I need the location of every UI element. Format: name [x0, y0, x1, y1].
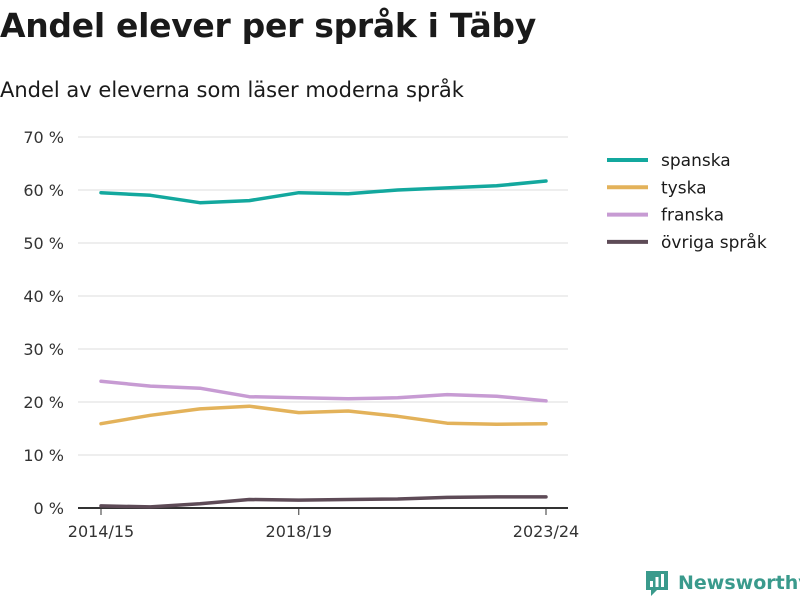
y-axis-ticks: 0 % 10 % 20 % 30 % 40 % 50 % 60 % 70 %: [23, 128, 64, 518]
series-line-spanska: [99, 179, 548, 205]
legend-label-tyska: tyska: [661, 178, 707, 198]
y-tick-label: 0 %: [34, 499, 64, 518]
legend-label-franska: franska: [661, 206, 724, 226]
y-tick-label: 70 %: [23, 128, 64, 147]
y-tick-label: 40 %: [23, 287, 64, 306]
chart-title: Andel elever per språk i Täby: [0, 6, 536, 45]
x-tick-label: 2018/19: [266, 522, 332, 541]
series-line-tyska: [99, 404, 548, 427]
series-lines: [99, 179, 548, 509]
brand-name: Newsworthy: [678, 572, 800, 594]
x-tick-label: 2014/15: [68, 522, 134, 541]
y-tick-label: 60 %: [23, 181, 64, 200]
y-tick-label: 10 %: [23, 446, 64, 465]
legend-label-spanska: spanska: [661, 151, 731, 171]
x-axis: 2014/15 2018/19 2023/24: [68, 507, 579, 541]
y-tick-label: 20 %: [23, 393, 64, 412]
newsworthy-brand: Newsworthy: [644, 569, 800, 597]
y-tick-label: 50 %: [23, 234, 64, 253]
grid-lines: [78, 136, 568, 456]
legend: spanska tyska franska övriga språk: [607, 151, 767, 253]
newsworthy-logo-icon: [646, 571, 668, 596]
x-tick-label: 2023/24: [513, 522, 579, 541]
series-line-franska: [99, 379, 548, 403]
y-tick-label: 30 %: [23, 340, 64, 359]
chart-subtitle: Andel av eleverna som läser moderna språ…: [0, 78, 464, 102]
series-line-övriga-språk: [99, 495, 548, 509]
legend-label-övriga-språk: övriga språk: [661, 232, 767, 253]
